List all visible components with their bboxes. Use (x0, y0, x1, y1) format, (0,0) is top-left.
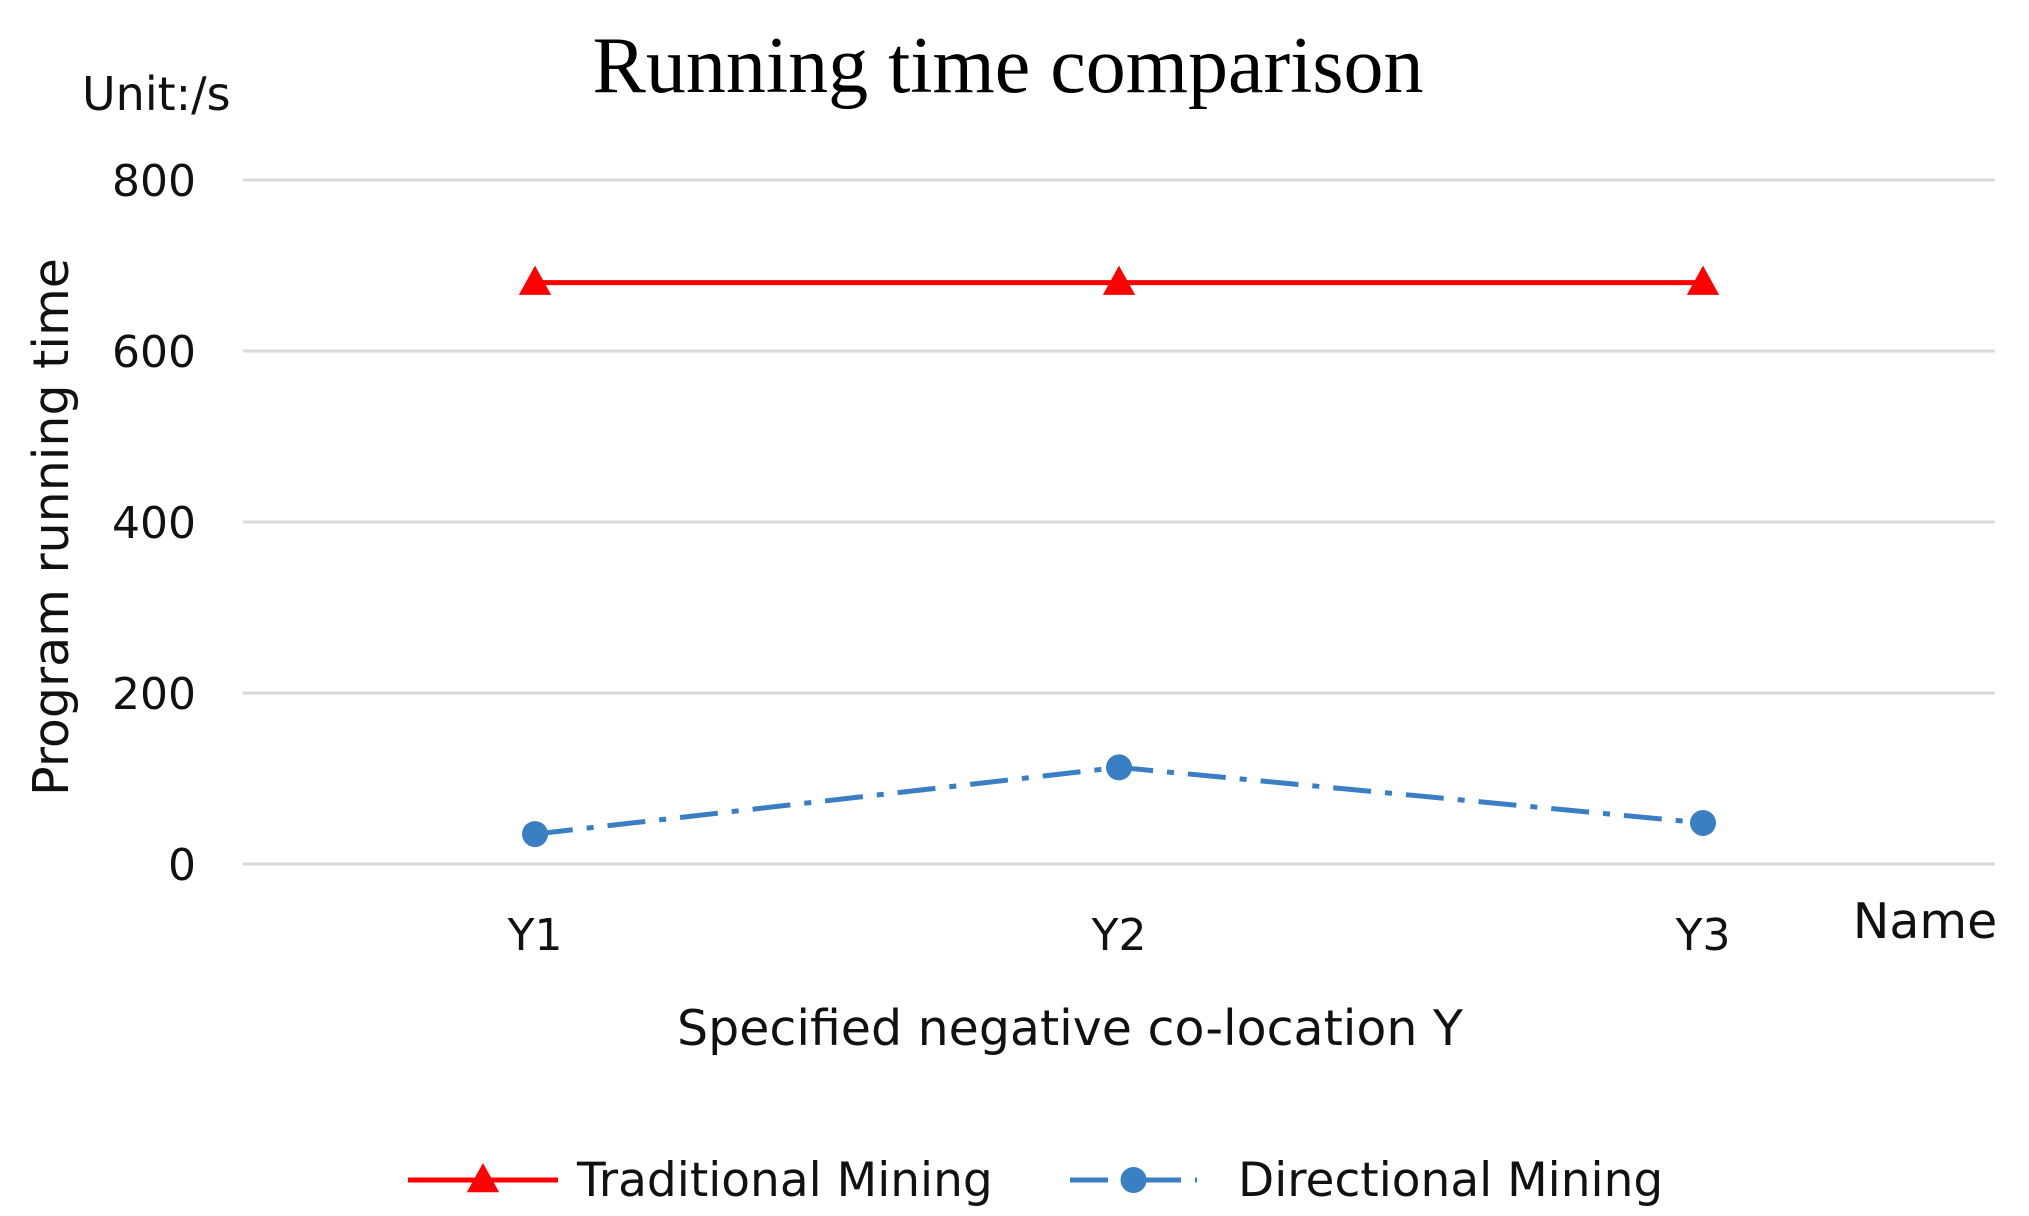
gridlines (243, 178, 1995, 866)
y-tick-label: 600 (112, 327, 196, 378)
legend-label: Directional Mining (1238, 1153, 1663, 1208)
chart-title: Running time comparison (592, 22, 1423, 110)
x-tick-label: Y3 (1675, 910, 1731, 961)
series-2 (522, 754, 1716, 848)
unit-label: Unit:/s (82, 67, 231, 121)
x-tick-labels: Y1 Y2 Y3 (507, 910, 1731, 961)
x-axis-end-label: Name (1853, 893, 1998, 950)
y-tick-labels: 0 200 400 600 800 (112, 156, 196, 891)
legend-item-2: Directional Mining (1070, 1153, 1663, 1208)
x-tick-label: Y1 (507, 910, 563, 961)
data-point-circle (522, 821, 548, 848)
data-point-triangle (1102, 265, 1136, 295)
series-1 (518, 265, 1720, 295)
data-point-triangle (1686, 265, 1720, 295)
x-axis-title: Specified negative co-location Y (677, 1000, 1464, 1057)
legend: Traditional Mining Directional Mining (408, 1153, 1663, 1208)
x-tick-label: Y2 (1091, 910, 1147, 961)
data-point-triangle (518, 265, 552, 295)
legend-marker-triangle (466, 1163, 500, 1193)
y-tick-label: 400 (112, 498, 196, 549)
legend-item-1: Traditional Mining (408, 1153, 993, 1208)
y-tick-label: 800 (112, 156, 196, 207)
y-tick-label: 200 (112, 669, 196, 720)
legend-label: Traditional Mining (576, 1153, 993, 1208)
legend-marker-circle (1120, 1167, 1147, 1193)
y-axis-title: Program running time (23, 258, 80, 796)
y-tick-label: 0 (168, 840, 196, 891)
series-lines (518, 265, 1720, 848)
data-point-circle (1106, 754, 1132, 781)
data-point-circle (1690, 809, 1716, 836)
